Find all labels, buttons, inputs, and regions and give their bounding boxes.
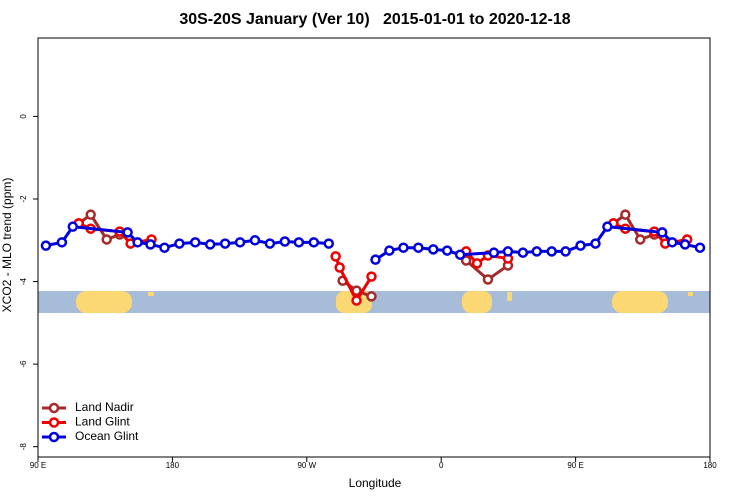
- point: [145, 239, 156, 250]
- legend-label: Land Nadir: [75, 400, 134, 414]
- point: [488, 247, 500, 258]
- point: [620, 209, 631, 220]
- land: [462, 291, 492, 313]
- chart-title: 30S-20S January (Ver 10) 2015-01-01 to 2…: [179, 11, 570, 28]
- legend-label: Ocean Glint: [75, 429, 139, 443]
- legend-marker: [48, 431, 60, 443]
- point: [132, 237, 143, 248]
- point: [666, 237, 678, 248]
- point: [428, 244, 439, 255]
- map-strip: [38, 291, 710, 313]
- plot-frame: [37, 37, 711, 458]
- point: [575, 240, 586, 251]
- point: [308, 237, 320, 248]
- legend-marker: [48, 417, 60, 428]
- point: [323, 238, 335, 249]
- land: [76, 291, 132, 313]
- x-tick-label: 180: [703, 461, 717, 470]
- x-tick-label: 90 E: [567, 461, 583, 470]
- point: [159, 242, 170, 253]
- point: [590, 238, 601, 249]
- point: [546, 246, 557, 257]
- point: [189, 237, 201, 248]
- x-tick-label: 180: [166, 461, 180, 470]
- point: [351, 295, 362, 306]
- legend-label: Land Glint: [75, 415, 130, 429]
- y-tick-label: -8: [19, 443, 28, 451]
- land: [688, 292, 693, 296]
- x-tick-label: 0: [439, 461, 444, 470]
- legend-marker: [48, 402, 60, 414]
- point: [384, 245, 395, 256]
- x-axis-label: Longitude: [349, 476, 402, 490]
- point: [56, 237, 68, 248]
- point: [264, 238, 276, 249]
- series-line: [78, 221, 688, 303]
- point: [656, 227, 668, 238]
- ocean-band: [38, 291, 710, 313]
- land: [612, 291, 668, 313]
- point: [366, 271, 377, 282]
- point: [502, 246, 514, 257]
- point: [517, 247, 529, 258]
- point: [694, 242, 706, 253]
- x-tick-label: 90 E: [30, 461, 46, 470]
- y-tick-label: 0: [19, 114, 28, 119]
- point: [293, 237, 305, 248]
- point: [441, 245, 453, 256]
- y-axis-label: XCO2 - MLO trend (ppm): [0, 178, 14, 313]
- point: [234, 237, 246, 248]
- point: [249, 235, 261, 246]
- point: [40, 240, 52, 251]
- point: [531, 246, 543, 257]
- point: [101, 234, 112, 245]
- point: [366, 291, 377, 302]
- point: [602, 221, 613, 232]
- point: [219, 238, 231, 249]
- x-tick-label: 90 W: [297, 461, 316, 470]
- point: [174, 238, 185, 249]
- point: [560, 246, 571, 257]
- land: [507, 292, 512, 301]
- point: [330, 251, 341, 262]
- point: [413, 242, 424, 253]
- y-tick-label: -2: [19, 195, 28, 203]
- point: [679, 239, 691, 250]
- point: [482, 274, 494, 285]
- point: [204, 239, 216, 250]
- land: [148, 292, 154, 296]
- point: [122, 227, 133, 238]
- point: [398, 242, 409, 253]
- series-line: [45, 225, 701, 261]
- point: [454, 249, 466, 260]
- point: [370, 254, 381, 265]
- point: [471, 258, 483, 269]
- point: [67, 221, 79, 232]
- point: [279, 236, 291, 247]
- point: [85, 209, 96, 220]
- point: [635, 234, 646, 245]
- y-tick-label: -6: [19, 360, 28, 368]
- point: [334, 262, 345, 273]
- y-tick-label: -4: [19, 277, 28, 285]
